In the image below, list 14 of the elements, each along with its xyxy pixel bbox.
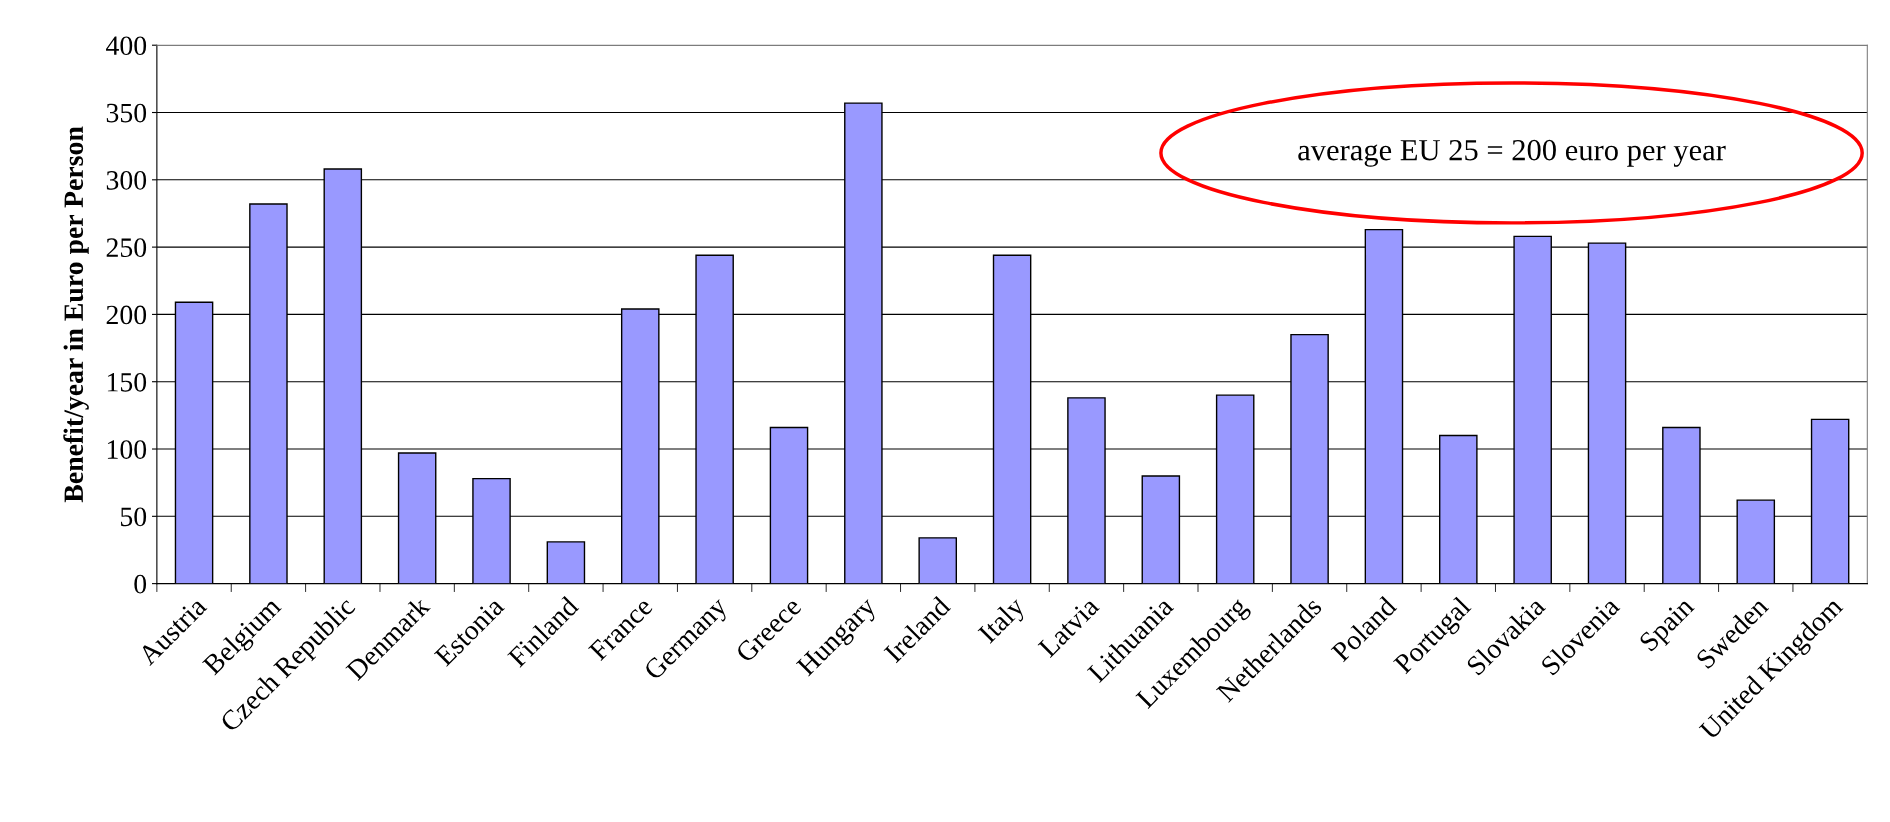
- annotation: average EU 25 = 200 euro per year: [1298, 139, 1726, 167]
- x-tick-label: Italy: [976, 594, 1030, 648]
- y-tick-label: 400: [106, 36, 147, 56]
- bar: [546, 541, 586, 584]
- y-tick-label: 0: [134, 574, 147, 594]
- bar: [918, 537, 958, 584]
- y-tick-label: 50: [120, 507, 147, 527]
- y-tick-label: 150: [107, 372, 147, 392]
- y-tick-label: 100: [107, 440, 147, 459]
- y-tick-label: 250: [106, 238, 147, 258]
- y-tick-label: 350: [106, 103, 147, 123]
- y-tick-label: 300: [106, 170, 147, 190]
- y-tick-label: 200: [106, 305, 147, 325]
- y-axis-title: Benefit/year in Euro per Person: [63, 126, 89, 503]
